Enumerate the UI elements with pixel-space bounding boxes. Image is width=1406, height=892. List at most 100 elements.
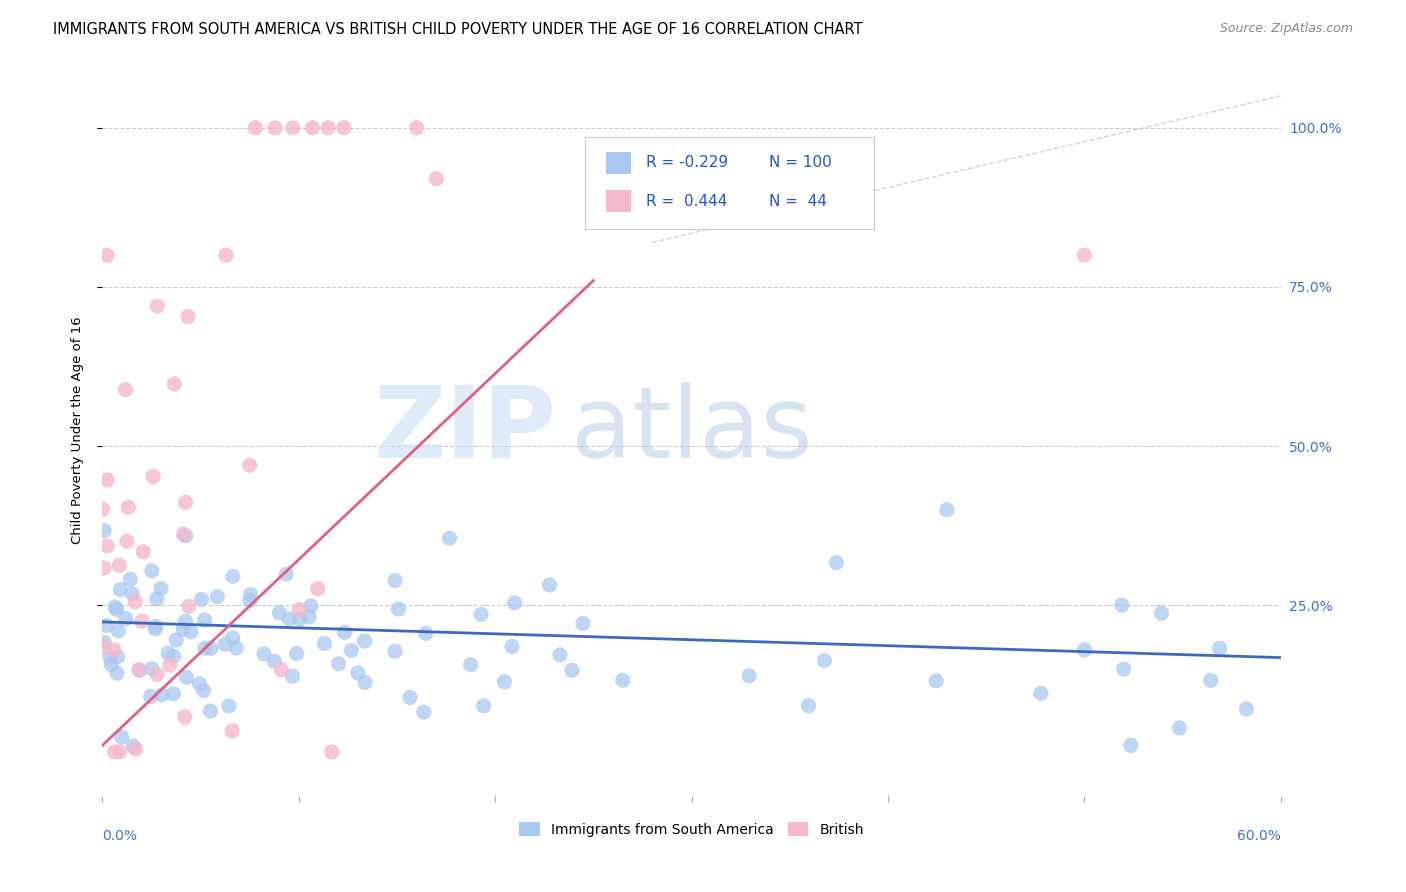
Point [222,631,245,645]
Point [281,669,304,683]
Point [107,624,129,638]
Point [270,663,292,677]
Point [143,622,166,636]
Point [415,626,437,640]
Point [146,591,169,606]
Text: R =  0.444: R = 0.444 [645,194,727,209]
Point [200,704,222,718]
Point [98,650,121,665]
Point [93,635,115,649]
Point [96,618,118,632]
Point [114,383,136,397]
Text: 60.0%: 60.0% [1237,830,1281,843]
Point [174,615,197,629]
Point [288,602,311,616]
Point [307,582,329,596]
Point [93,561,115,575]
Point [281,120,304,135]
Point [316,120,339,135]
Point [561,664,583,678]
Point [263,654,285,668]
Point [222,569,245,583]
Point [470,607,492,622]
Point [1234,702,1257,716]
Point [333,120,356,135]
Point [114,612,136,626]
Point [1199,673,1222,688]
Point [239,593,262,607]
Point [107,649,129,664]
Point [177,310,200,324]
Point [120,572,142,586]
FancyBboxPatch shape [585,137,875,229]
Point [93,640,115,655]
Point [139,690,162,704]
Point [314,636,336,650]
Point [738,669,761,683]
Legend: Immigrants from South America, British: Immigrants from South America, British [513,816,870,842]
Text: 0.0%: 0.0% [103,830,138,843]
Point [285,647,308,661]
Point [145,619,167,633]
Point [301,120,323,135]
Point [321,745,343,759]
Point [1029,686,1052,700]
Point [128,664,150,678]
Point [194,641,217,656]
Point [328,657,350,671]
Point [141,564,163,578]
Point [122,739,145,753]
Point [548,648,571,662]
Point [105,602,128,616]
Point [225,640,247,655]
Point [200,641,222,656]
Point [245,120,267,135]
Text: atlas: atlas [571,382,813,479]
Point [425,171,447,186]
Text: N =  44: N = 44 [769,194,827,209]
Point [194,613,217,627]
Point [269,606,291,620]
FancyBboxPatch shape [606,190,631,212]
Point [825,556,848,570]
Point [460,657,482,672]
Point [172,623,194,637]
Point [439,531,461,545]
Point [146,667,169,681]
Point [128,663,150,677]
Point [103,642,125,657]
Point [125,742,148,756]
Point [1111,598,1133,612]
Point [1112,662,1135,676]
Point [288,612,311,626]
Point [105,666,128,681]
Point [387,602,409,616]
Point [93,524,115,538]
Point [110,582,132,597]
Point [299,599,322,613]
Point [405,120,427,135]
Point [150,582,173,596]
Point [239,458,262,473]
Point [1208,641,1230,656]
Point [207,590,229,604]
Point [159,658,181,673]
Point [253,647,276,661]
Point [472,698,495,713]
Point [172,527,194,541]
Point [276,567,298,582]
Point [174,670,197,684]
Point [494,674,516,689]
Point [239,587,262,601]
Point [935,503,957,517]
Point [124,595,146,609]
Point [165,632,187,647]
Point [142,469,165,483]
Point [384,574,406,588]
Point [131,614,153,628]
Point [333,625,356,640]
Point [96,473,118,487]
Point [1150,607,1173,621]
Point [91,502,114,516]
Point [173,710,195,724]
